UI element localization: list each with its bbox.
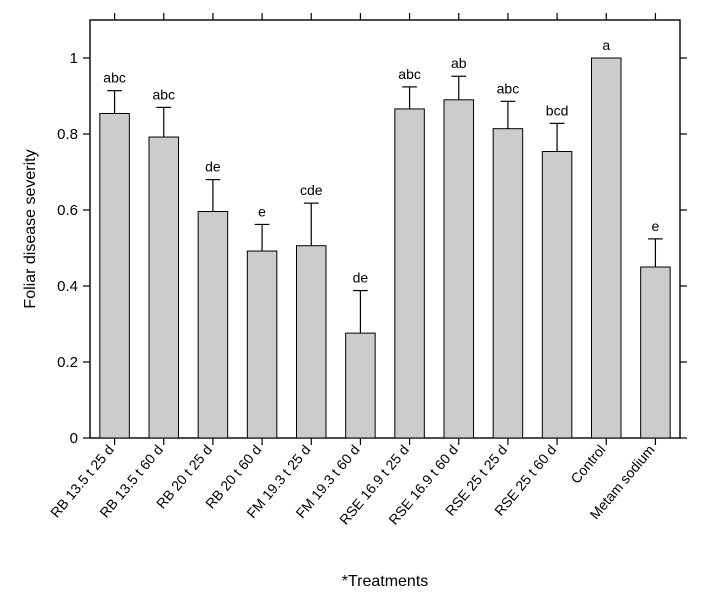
chart-svg: 00.20.40.60.81abcRB 13.5 t 25 dabcRB 13.… bbox=[0, 0, 712, 600]
y-tick-label: 1 bbox=[70, 50, 78, 67]
x-category-label: Control bbox=[567, 442, 608, 487]
bar bbox=[444, 100, 474, 438]
sig-label: e bbox=[258, 203, 266, 219]
sig-label: abc bbox=[103, 70, 126, 86]
y-tick-label: 0.8 bbox=[57, 126, 78, 143]
sig-label: abc bbox=[152, 86, 175, 102]
y-tick-label: 0.4 bbox=[57, 278, 78, 295]
bar bbox=[542, 151, 572, 438]
y-tick-label: 0 bbox=[70, 430, 78, 447]
y-tick-label: 0.2 bbox=[57, 354, 78, 371]
sig-label: abc bbox=[497, 80, 520, 96]
bar bbox=[198, 212, 228, 438]
sig-label: e bbox=[652, 218, 660, 234]
x-axis-label: *Treatments bbox=[342, 573, 429, 590]
bar bbox=[149, 137, 179, 438]
bar bbox=[641, 267, 671, 438]
bar bbox=[493, 129, 522, 438]
y-tick-label: 0.6 bbox=[57, 202, 78, 219]
sig-label: ab bbox=[451, 55, 467, 71]
sig-label: cde bbox=[300, 182, 323, 198]
bar bbox=[297, 246, 327, 438]
bar-chart: 00.20.40.60.81abcRB 13.5 t 25 dabcRB 13.… bbox=[0, 0, 712, 600]
bar bbox=[592, 58, 622, 438]
bar bbox=[247, 251, 276, 438]
y-axis-label: Foliar disease severity bbox=[22, 149, 39, 308]
bar bbox=[395, 109, 425, 438]
sig-label: de bbox=[353, 270, 369, 286]
bar bbox=[346, 333, 376, 438]
bar bbox=[100, 113, 130, 438]
sig-label: abc bbox=[398, 66, 421, 82]
sig-label: bcd bbox=[546, 102, 569, 118]
sig-label: de bbox=[205, 159, 221, 175]
sig-label: a bbox=[602, 37, 610, 53]
